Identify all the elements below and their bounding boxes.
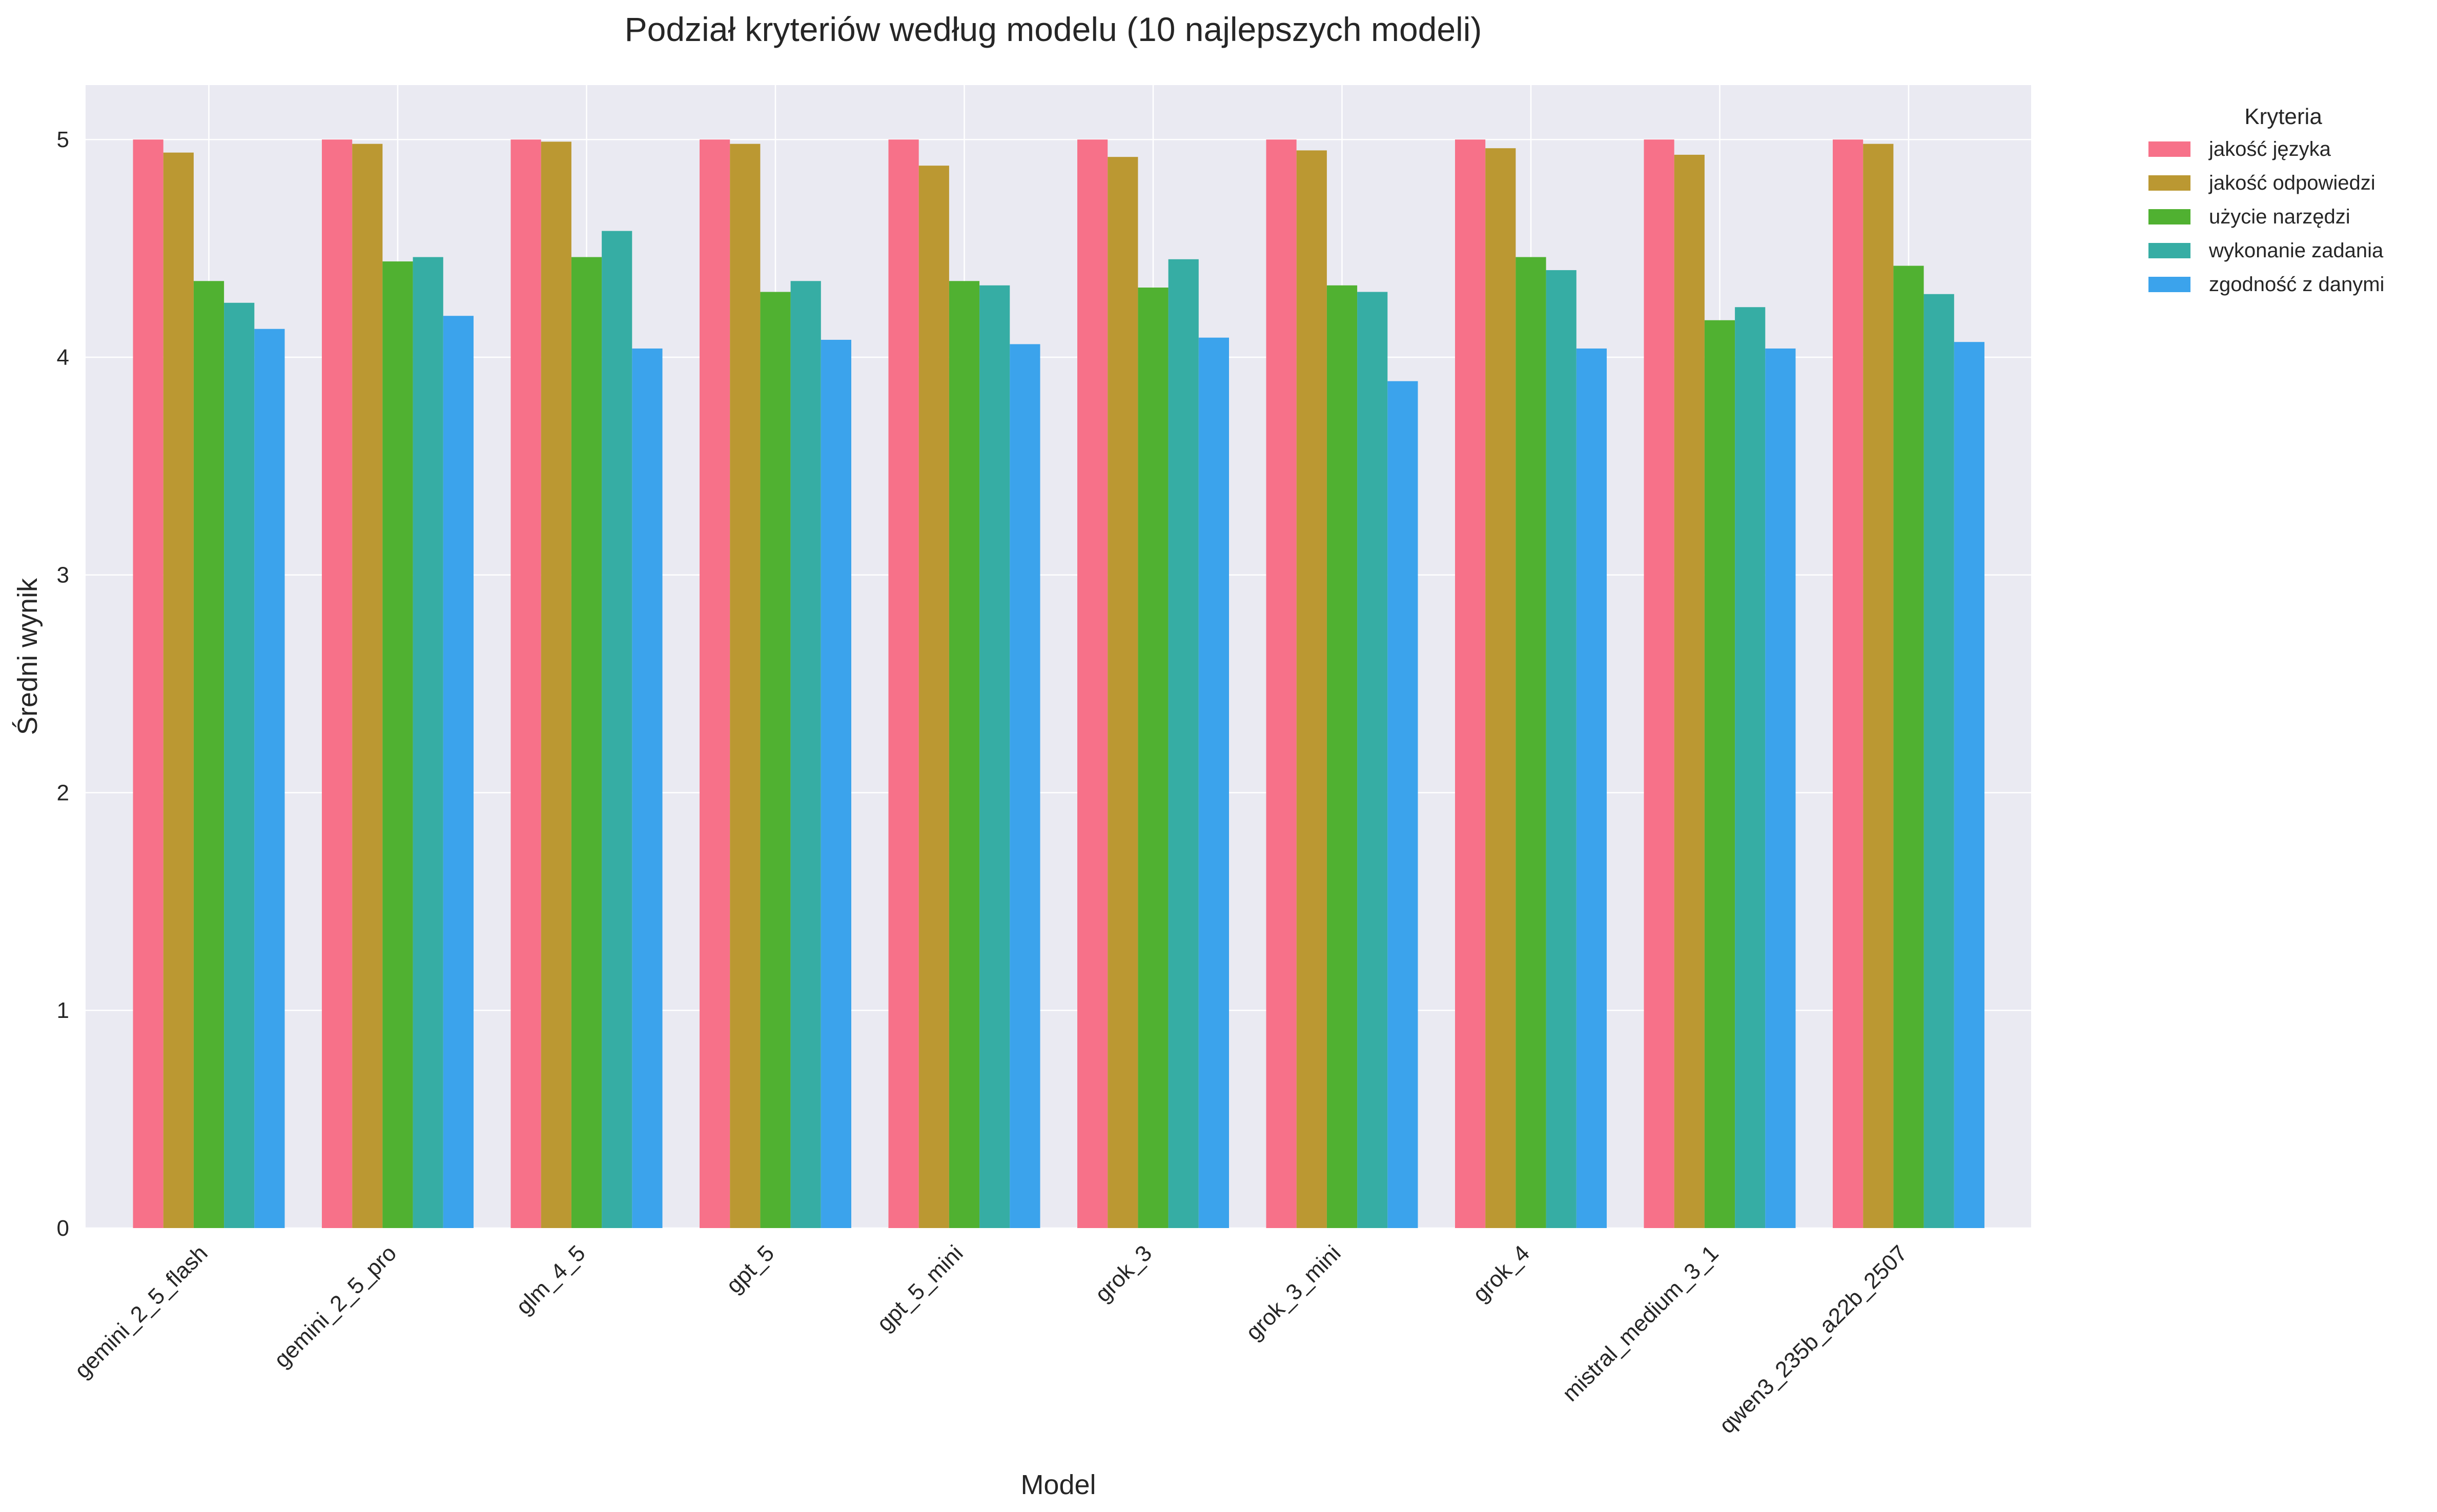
y-tick-label: 2 — [57, 780, 69, 805]
bar-gemini_2_5_pro-4 — [443, 316, 474, 1229]
bar-grok_3_mini-2 — [1326, 285, 1358, 1228]
bar-qwen3_235b_a22b_2507-2 — [1893, 265, 1924, 1228]
bar-gemini_2_5_flash-0 — [133, 139, 163, 1229]
bar-grok_4-1 — [1485, 148, 1516, 1229]
bar-mistral_medium_3_1-1 — [1674, 154, 1705, 1228]
bar-gemini_2_5_pro-0 — [322, 139, 353, 1229]
legend-label: użycie narzędzi — [2209, 206, 2350, 228]
bar-qwen3_235b_a22b_2507-1 — [1863, 144, 1894, 1228]
bar-grok_4-0 — [1455, 139, 1486, 1229]
legend-swatch — [2148, 175, 2190, 191]
x-tick-label: gpt_5_mini — [872, 1240, 968, 1336]
y-tick-label: 4 — [57, 345, 69, 370]
x-tick-label: qwen3_235b_a22b_2507 — [1714, 1240, 1912, 1438]
bar-grok_3_mini-3 — [1357, 292, 1388, 1228]
bar-gpt_5-0 — [700, 139, 730, 1229]
bar-gemini_2_5_pro-1 — [352, 144, 383, 1228]
bar-grok_3_mini-1 — [1296, 150, 1327, 1229]
bar-gpt_5_mini-3 — [979, 285, 1010, 1228]
bar-gpt_5-1 — [730, 144, 761, 1228]
bar-gemini_2_5_flash-4 — [254, 329, 285, 1228]
bar-grok_4-3 — [1546, 270, 1576, 1228]
bar-qwen3_235b_a22b_2507-4 — [1954, 342, 1984, 1229]
bar-mistral_medium_3_1-2 — [1704, 320, 1735, 1228]
bar-glm_4_5-0 — [510, 139, 541, 1229]
bar-gpt_5_mini-1 — [918, 166, 949, 1229]
bar-gpt_5_mini-2 — [949, 281, 980, 1229]
legend-title: Kryteria — [2244, 104, 2322, 129]
bar-gemini_2_5_flash-2 — [193, 281, 224, 1229]
y-axis-ticks: 0 1 2 3 4 5 — [57, 127, 69, 1241]
y-tick-label: 3 — [57, 563, 69, 588]
bar-gpt_5-3 — [790, 281, 821, 1229]
bar-mistral_medium_3_1-4 — [1765, 348, 1796, 1228]
x-tick-label: grok_3_mini — [1241, 1240, 1345, 1345]
bar-grok_3_mini-4 — [1387, 381, 1418, 1228]
bar-glm_4_5-1 — [541, 141, 571, 1229]
bar-qwen3_235b_a22b_2507-3 — [1923, 294, 1954, 1228]
legend-label: zgodność z danymi — [2209, 273, 2384, 296]
legend-label: jakość odpowiedzi — [2208, 172, 2375, 194]
bar-grok_3_mini-0 — [1266, 139, 1297, 1229]
bar-glm_4_5-2 — [571, 257, 602, 1228]
bar-glm_4_5-4 — [632, 348, 663, 1228]
y-tick-label: 1 — [57, 998, 69, 1023]
y-tick-label: 5 — [57, 127, 69, 152]
x-tick-label: mistral_medium_3_1 — [1558, 1240, 1723, 1406]
x-tick-label: gpt_5 — [722, 1240, 780, 1298]
bars — [133, 139, 1984, 1229]
bar-grok_3-2 — [1138, 288, 1169, 1228]
x-tick-label: grok_3 — [1090, 1240, 1157, 1307]
bar-gpt_5-4 — [821, 339, 851, 1228]
chart-title: Podział kryteriów według modelu (10 najl… — [625, 10, 1482, 48]
bar-gpt_5_mini-4 — [1010, 344, 1040, 1228]
bar-grok_3-3 — [1168, 259, 1199, 1228]
legend-swatch — [2148, 209, 2190, 224]
bar-gemini_2_5_pro-2 — [382, 261, 413, 1228]
bar-grok_4-4 — [1576, 348, 1607, 1228]
x-axis-ticks: gemini_2_5_flash gemini_2_5_pro glm_4_5 gpt… — [70, 1240, 1912, 1438]
legend-label: jakość języka — [2208, 138, 2331, 160]
legend-swatch — [2148, 141, 2190, 157]
x-tick-label: glm_4_5 — [511, 1240, 590, 1319]
x-tick-label: grok_4 — [1468, 1240, 1534, 1307]
legend-swatch — [2148, 243, 2190, 258]
bar-gemini_2_5_flash-3 — [224, 302, 255, 1228]
x-tick-label: gemini_2_5_pro — [269, 1240, 401, 1373]
bar-gpt_5_mini-0 — [888, 139, 919, 1229]
legend-swatch — [2148, 277, 2190, 292]
legend-items: jakość języka jakość odpowiedzi użycie nar… — [2148, 138, 2384, 296]
bar-grok_3-0 — [1077, 139, 1108, 1229]
x-axis-label: Model — [1020, 1469, 1096, 1500]
bar-grok_3-1 — [1108, 157, 1138, 1229]
bar-gpt_5-2 — [760, 292, 791, 1228]
bar-grok_3-4 — [1198, 337, 1229, 1228]
y-axis-label: Średni wynik — [12, 578, 43, 735]
bar-gemini_2_5_pro-3 — [413, 257, 443, 1228]
bar-mistral_medium_3_1-3 — [1735, 307, 1766, 1229]
bar-mistral_medium_3_1-0 — [1644, 139, 1674, 1229]
bar-glm_4_5-3 — [602, 231, 632, 1229]
y-tick-label: 0 — [57, 1216, 69, 1241]
x-tick-label: gemini_2_5_flash — [70, 1240, 213, 1383]
bar-grok_4-2 — [1516, 257, 1546, 1228]
legend: Kryteria jakość języka jakość odpowiedzi u… — [2148, 104, 2384, 296]
bar-gemini_2_5_flash-1 — [163, 152, 194, 1228]
bar-qwen3_235b_a22b_2507-0 — [1833, 139, 1863, 1229]
legend-label: wykonanie zadania — [2208, 239, 2384, 262]
